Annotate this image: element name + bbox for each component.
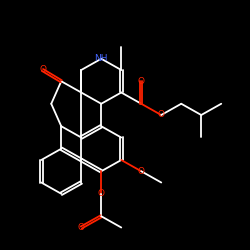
Text: O: O bbox=[78, 223, 85, 232]
Text: O: O bbox=[138, 77, 145, 86]
Text: O: O bbox=[158, 110, 165, 120]
Text: O: O bbox=[138, 167, 145, 176]
Text: O: O bbox=[39, 66, 46, 74]
Text: O: O bbox=[98, 189, 105, 198]
Text: NH: NH bbox=[94, 54, 108, 63]
